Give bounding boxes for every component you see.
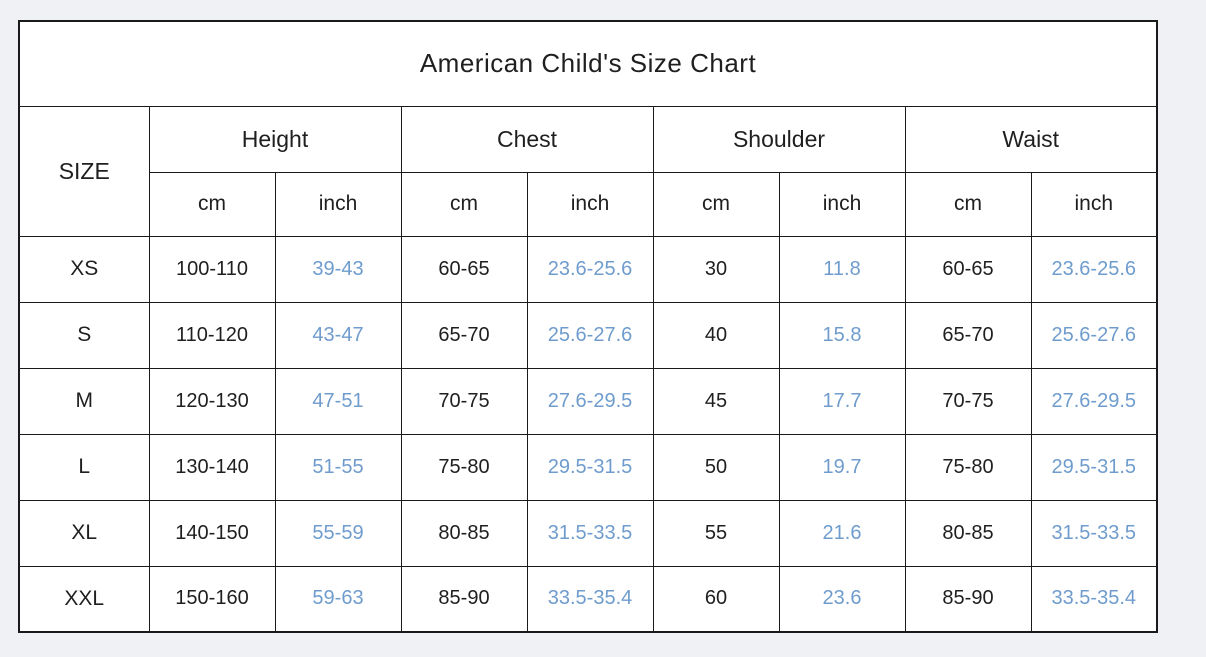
cm-value-cell: 60	[652, 565, 780, 633]
inch-value-cell: 21.6	[778, 499, 906, 567]
inch-value-cell: 51-55	[274, 433, 402, 501]
inch-value-cell: 29.5-31.5	[1030, 433, 1158, 501]
inch-value-cell: 33.5-35.4	[526, 565, 654, 633]
cm-value-cell: 55	[652, 499, 780, 567]
table-row-m: M 120-130 47-51 70-75 27.6-29.5 45 17.7 70-75 27…	[18, 367, 1158, 435]
table-row-xl: XL 140-150 55-59 80-85 31.5-33.5 55 21.6 80-85 3…	[18, 499, 1158, 567]
cm-value-cell: 85-90	[904, 565, 1032, 633]
cm-value-cell: 60-65	[400, 235, 528, 303]
unit-header-cm-1: cm	[400, 171, 528, 237]
unit-header-inch-2: inch	[778, 171, 906, 237]
cm-value-cell: 75-80	[904, 433, 1032, 501]
inch-value-cell: 39-43	[274, 235, 402, 303]
table-body: XS 100-110 39-43 60-65 23.6-25.6 30 11.8 60-65 2…	[18, 235, 1158, 633]
cm-value-cell: 80-85	[904, 499, 1032, 567]
unit-header-inch-1: inch	[526, 171, 654, 237]
cm-value-cell: 60-65	[904, 235, 1032, 303]
cm-value-cell: 85-90	[400, 565, 528, 633]
inch-value-cell: 25.6-27.6	[526, 301, 654, 369]
col-header-shoulder: Shoulder	[652, 105, 906, 173]
inch-value-cell: 23.6	[778, 565, 906, 633]
unit-header-cm-0: cm	[148, 171, 276, 237]
inch-value-cell: 15.8	[778, 301, 906, 369]
size-label-cell: XXL	[18, 565, 150, 633]
inch-value-cell: 55-59	[274, 499, 402, 567]
inch-value-cell: 23.6-25.6	[526, 235, 654, 303]
inch-value-cell: 31.5-33.5	[1030, 499, 1158, 567]
group-header-row: SIZE Height Chest Shoulder Waist	[18, 105, 1158, 237]
cm-value-cell: 100-110	[148, 235, 276, 303]
cm-value-cell: 50	[652, 433, 780, 501]
size-label-cell: XL	[18, 499, 150, 567]
cm-value-cell: 45	[652, 367, 780, 435]
cm-value-cell: 150-160	[148, 565, 276, 633]
size-chart-table: American Child's Size Chart SIZE Height …	[18, 20, 1159, 633]
inch-value-cell: 27.6-29.5	[1030, 367, 1158, 435]
inch-value-cell: 11.8	[778, 235, 906, 303]
unit-header-cm-2: cm	[652, 171, 780, 237]
unit-header-cm-3: cm	[904, 171, 1032, 237]
cm-value-cell: 70-75	[904, 367, 1032, 435]
size-label-cell: S	[18, 301, 150, 369]
cm-value-cell: 80-85	[400, 499, 528, 567]
table-row-xxl: XXL 150-160 59-63 85-90 33.5-35.4 60 23.6 85-90…	[18, 565, 1158, 633]
inch-value-cell: 33.5-35.4	[1030, 565, 1158, 633]
unit-header-row: cm inch cm inch cm inch cm inch	[19, 171, 1158, 237]
inch-value-cell: 31.5-33.5	[526, 499, 654, 567]
cm-value-cell: 130-140	[148, 433, 276, 501]
inch-value-cell: 47-51	[274, 367, 402, 435]
inch-value-cell: 27.6-29.5	[526, 367, 654, 435]
cm-value-cell: 110-120	[148, 301, 276, 369]
col-header-chest: Chest	[400, 105, 654, 173]
inch-value-cell: 25.6-27.6	[1030, 301, 1158, 369]
cm-value-cell: 40	[652, 301, 780, 369]
cm-value-cell: 65-70	[400, 301, 528, 369]
col-header-size: SIZE	[18, 105, 150, 237]
table-row-xs: XS 100-110 39-43 60-65 23.6-25.6 30 11.8 60-65 2…	[18, 235, 1158, 303]
col-header-waist: Waist	[904, 105, 1158, 173]
inch-value-cell: 59-63	[274, 565, 402, 633]
table-row-s: S 110-120 43-47 65-70 25.6-27.6 40 15.8 65-70 25…	[18, 301, 1158, 369]
cm-value-cell: 75-80	[400, 433, 528, 501]
title-row: American Child's Size Chart	[18, 20, 1158, 107]
inch-value-cell: 43-47	[274, 301, 402, 369]
inch-value-cell: 29.5-31.5	[526, 433, 654, 501]
unit-header-inch-3: inch	[1030, 171, 1158, 237]
table-row-l: L 130-140 51-55 75-80 29.5-31.5 50 19.7 75-80 29…	[18, 433, 1158, 501]
cm-value-cell: 120-130	[148, 367, 276, 435]
cm-value-cell: 140-150	[148, 499, 276, 567]
cm-value-cell: 30	[652, 235, 780, 303]
size-label-cell: L	[18, 433, 150, 501]
col-header-height: Height	[148, 105, 402, 173]
inch-value-cell: 17.7	[778, 367, 906, 435]
cm-value-cell: 70-75	[400, 367, 528, 435]
unit-header-inch-0: inch	[274, 171, 402, 237]
inch-value-cell: 23.6-25.6	[1030, 235, 1158, 303]
size-label-cell: XS	[18, 235, 150, 303]
inch-value-cell: 19.7	[778, 433, 906, 501]
size-label-cell: M	[18, 367, 150, 435]
cm-value-cell: 65-70	[904, 301, 1032, 369]
chart-title: American Child's Size Chart	[18, 20, 1158, 107]
